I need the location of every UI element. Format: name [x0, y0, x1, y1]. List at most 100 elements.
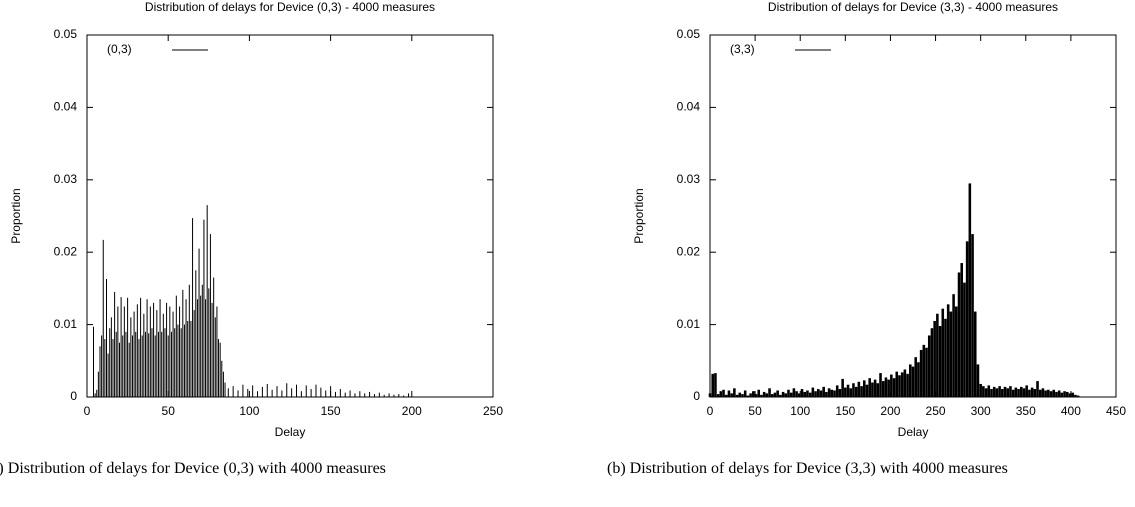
- bar: [719, 391, 723, 397]
- x-tick-label: 350: [1016, 404, 1036, 418]
- bar: [1028, 389, 1031, 397]
- bar: [857, 381, 861, 397]
- x-tick-label: 0: [84, 404, 91, 418]
- y-tick-label: 0: [693, 389, 700, 403]
- bar: [1076, 395, 1080, 397]
- bar: [884, 377, 888, 397]
- bar: [833, 390, 836, 397]
- bar: [1068, 393, 1072, 397]
- bar: [1019, 386, 1023, 397]
- bar: [1063, 391, 1066, 397]
- bar: [1071, 392, 1074, 397]
- bar: [806, 390, 809, 397]
- bar: [979, 383, 982, 397]
- bar: [952, 294, 955, 397]
- x-axis-label: Delay: [275, 425, 306, 439]
- x-tick-label: 0: [707, 404, 714, 418]
- y-tick-label: 0.05: [677, 27, 701, 41]
- x-tick-label: 50: [162, 404, 176, 418]
- bar: [938, 326, 942, 397]
- bar: [1001, 389, 1004, 397]
- bar: [1057, 390, 1061, 397]
- bar: [892, 378, 896, 397]
- bar: [862, 380, 866, 397]
- bar: [944, 318, 947, 397]
- bar: [714, 373, 717, 397]
- x-axis-label: Delay: [898, 425, 929, 439]
- bar: [998, 386, 1001, 397]
- x-tick-label: 150: [835, 404, 855, 418]
- bar: [814, 391, 817, 397]
- bar: [909, 364, 912, 397]
- y-tick-label: 0.04: [54, 100, 78, 114]
- bar: [936, 313, 939, 397]
- bar: [965, 241, 969, 397]
- bar: [849, 388, 853, 397]
- x-tick-label: 200: [880, 404, 900, 418]
- bar: [798, 393, 801, 397]
- bar: [995, 388, 999, 397]
- legend-label: (3,3): [730, 42, 755, 56]
- bar: [917, 362, 920, 397]
- bar: [865, 384, 869, 397]
- bar: [835, 385, 839, 397]
- bar: [927, 335, 931, 397]
- bar: [933, 320, 936, 397]
- bar: [765, 393, 769, 397]
- bar: [1006, 388, 1010, 397]
- bar: [784, 393, 788, 397]
- x-tick-label: 250: [926, 404, 946, 418]
- bar: [762, 391, 766, 397]
- bar: [1038, 389, 1042, 397]
- bar: [895, 371, 899, 397]
- y-axis-label: Proportion: [632, 188, 646, 243]
- bar: [776, 390, 779, 397]
- x-tick-label: 250: [483, 404, 503, 418]
- plot-frame: [709, 34, 1117, 398]
- bar: [890, 374, 893, 397]
- bar: [841, 378, 844, 397]
- bar: [960, 263, 964, 397]
- chart-title: Distribution of delays for Device (3,3) …: [768, 0, 1058, 14]
- bar: [773, 392, 777, 397]
- bar: [844, 387, 847, 397]
- bar: [854, 386, 858, 397]
- bar: [919, 349, 923, 397]
- bar: [873, 379, 877, 397]
- bar: [789, 392, 793, 397]
- bar: [722, 389, 725, 397]
- bar: [881, 381, 885, 397]
- bar: [1041, 388, 1045, 397]
- bar: [800, 389, 804, 397]
- bar: [1049, 391, 1053, 397]
- y-tick-label: 0: [70, 389, 77, 403]
- bar: [949, 311, 953, 397]
- bar: [1047, 389, 1050, 397]
- chart-title: Distribution of delays for Device (0,3) …: [145, 0, 435, 14]
- bar: [900, 372, 904, 397]
- y-tick-label: 0.02: [677, 244, 701, 258]
- bar: [825, 391, 828, 397]
- bar: [971, 234, 974, 397]
- bar: [803, 391, 807, 397]
- x-tick-label: 50: [748, 404, 762, 418]
- bar: [1055, 391, 1058, 397]
- y-tick-label: 0.03: [677, 172, 701, 186]
- bar: [968, 183, 972, 397]
- bar: [871, 382, 874, 397]
- bar: [973, 311, 977, 397]
- bar: [792, 388, 796, 397]
- bar: [752, 391, 755, 397]
- bar: [1009, 386, 1012, 397]
- caption: (b) Distribution of delays for Device (3…: [607, 460, 1008, 477]
- y-tick-label: 0.04: [677, 100, 701, 114]
- bar: [760, 394, 763, 397]
- x-tick-label: 300: [971, 404, 991, 418]
- y-tick-label: 0.01: [54, 317, 78, 331]
- bar: [990, 389, 993, 397]
- bar: [768, 388, 771, 397]
- legend-label: (0,3): [107, 42, 132, 56]
- bar: [724, 394, 728, 397]
- bar: [957, 272, 961, 397]
- bar: [816, 389, 820, 397]
